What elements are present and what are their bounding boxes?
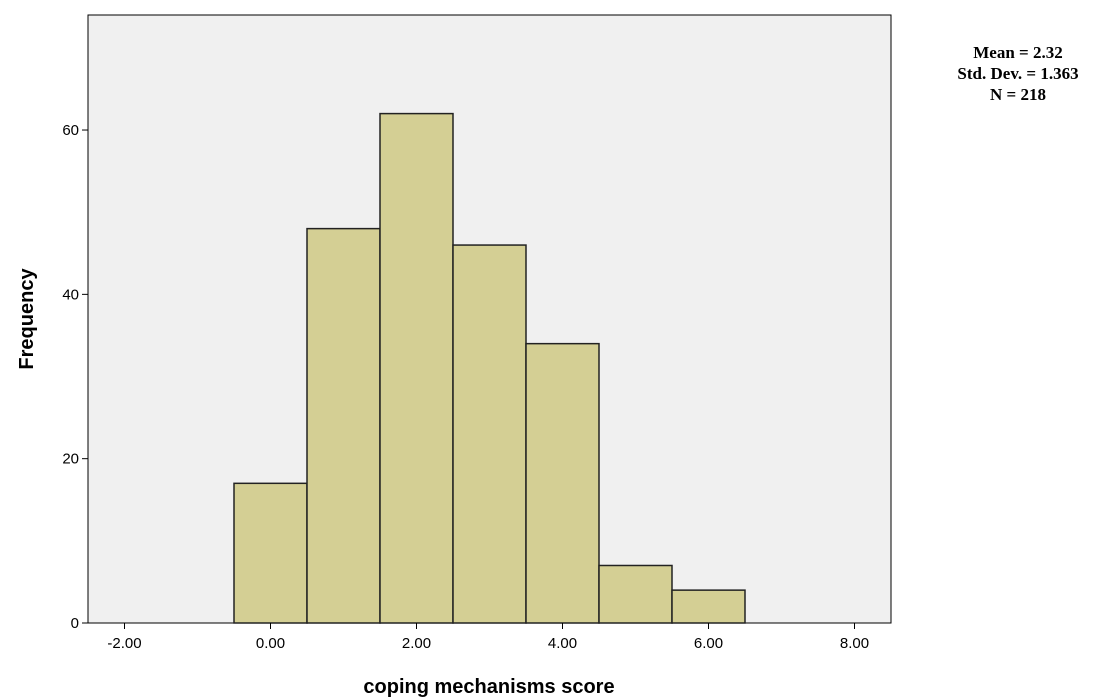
- y-tick-label: 20: [62, 451, 79, 468]
- n-label: N = 218: [990, 85, 1046, 104]
- x-tick-label: 0.00: [256, 635, 285, 652]
- y-axis: 0 20 40 60: [62, 122, 88, 632]
- mean-label: Mean = 2.32: [973, 43, 1063, 62]
- histogram-bar-6: [671, 589, 746, 624]
- y-axis-title: Frequency: [16, 268, 38, 370]
- histogram-bar-3: [452, 244, 527, 624]
- x-tick-label: 6.00: [694, 635, 723, 652]
- x-tick-label: 2.00: [402, 635, 431, 652]
- y-tick-label: 0: [71, 615, 79, 632]
- histogram-bar-0: [233, 482, 308, 624]
- statistics-legend: Mean = 2.32 Std. Dev. = 1.363 N = 218: [928, 42, 1108, 105]
- histogram-bar-1: [306, 227, 381, 624]
- x-tick-label: -2.00: [107, 635, 141, 652]
- bars-group: [233, 112, 746, 624]
- std-dev-label: Std. Dev. = 1.363: [957, 64, 1079, 83]
- histogram-bar-4: [525, 342, 600, 624]
- x-tick-label: 4.00: [548, 635, 577, 652]
- x-axis: -2.00 0.00 2.00 4.00 6.00 8.00: [107, 623, 869, 652]
- histogram-bar-5: [598, 564, 673, 624]
- y-tick-label: 60: [62, 122, 79, 139]
- histogram-bar-2: [379, 112, 454, 624]
- y-tick-label: 40: [62, 286, 79, 303]
- x-tick-label: 8.00: [840, 635, 869, 652]
- x-axis-title: coping mechanisms score: [363, 676, 614, 698]
